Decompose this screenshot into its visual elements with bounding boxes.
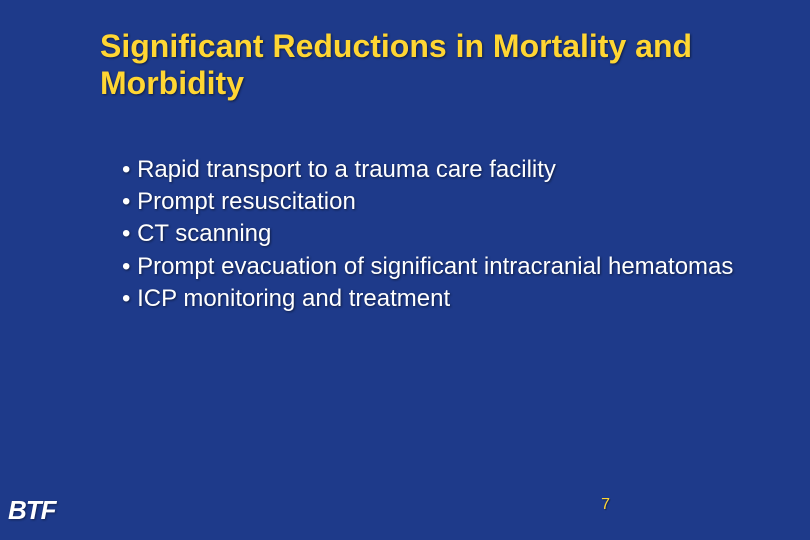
- bullet-item: ICP monitoring and treatment: [122, 283, 770, 315]
- slide: Significant Reductions in Mortality and …: [0, 0, 810, 540]
- slide-content: Significant Reductions in Mortality and …: [60, 0, 810, 540]
- page-number: 7: [601, 496, 610, 514]
- logo-btf: BTF: [8, 495, 56, 526]
- bullet-item: Prompt resuscitation: [122, 186, 770, 218]
- bullet-item: Prompt evacuation of significant intracr…: [122, 251, 770, 283]
- bullet-list: Rapid transport to a trauma care facilit…: [100, 154, 770, 316]
- slide-sidebar: [0, 0, 60, 540]
- slide-title: Significant Reductions in Mortality and …: [100, 28, 770, 102]
- bullet-item: CT scanning: [122, 218, 770, 250]
- bullet-item: Rapid transport to a trauma care facilit…: [122, 154, 770, 186]
